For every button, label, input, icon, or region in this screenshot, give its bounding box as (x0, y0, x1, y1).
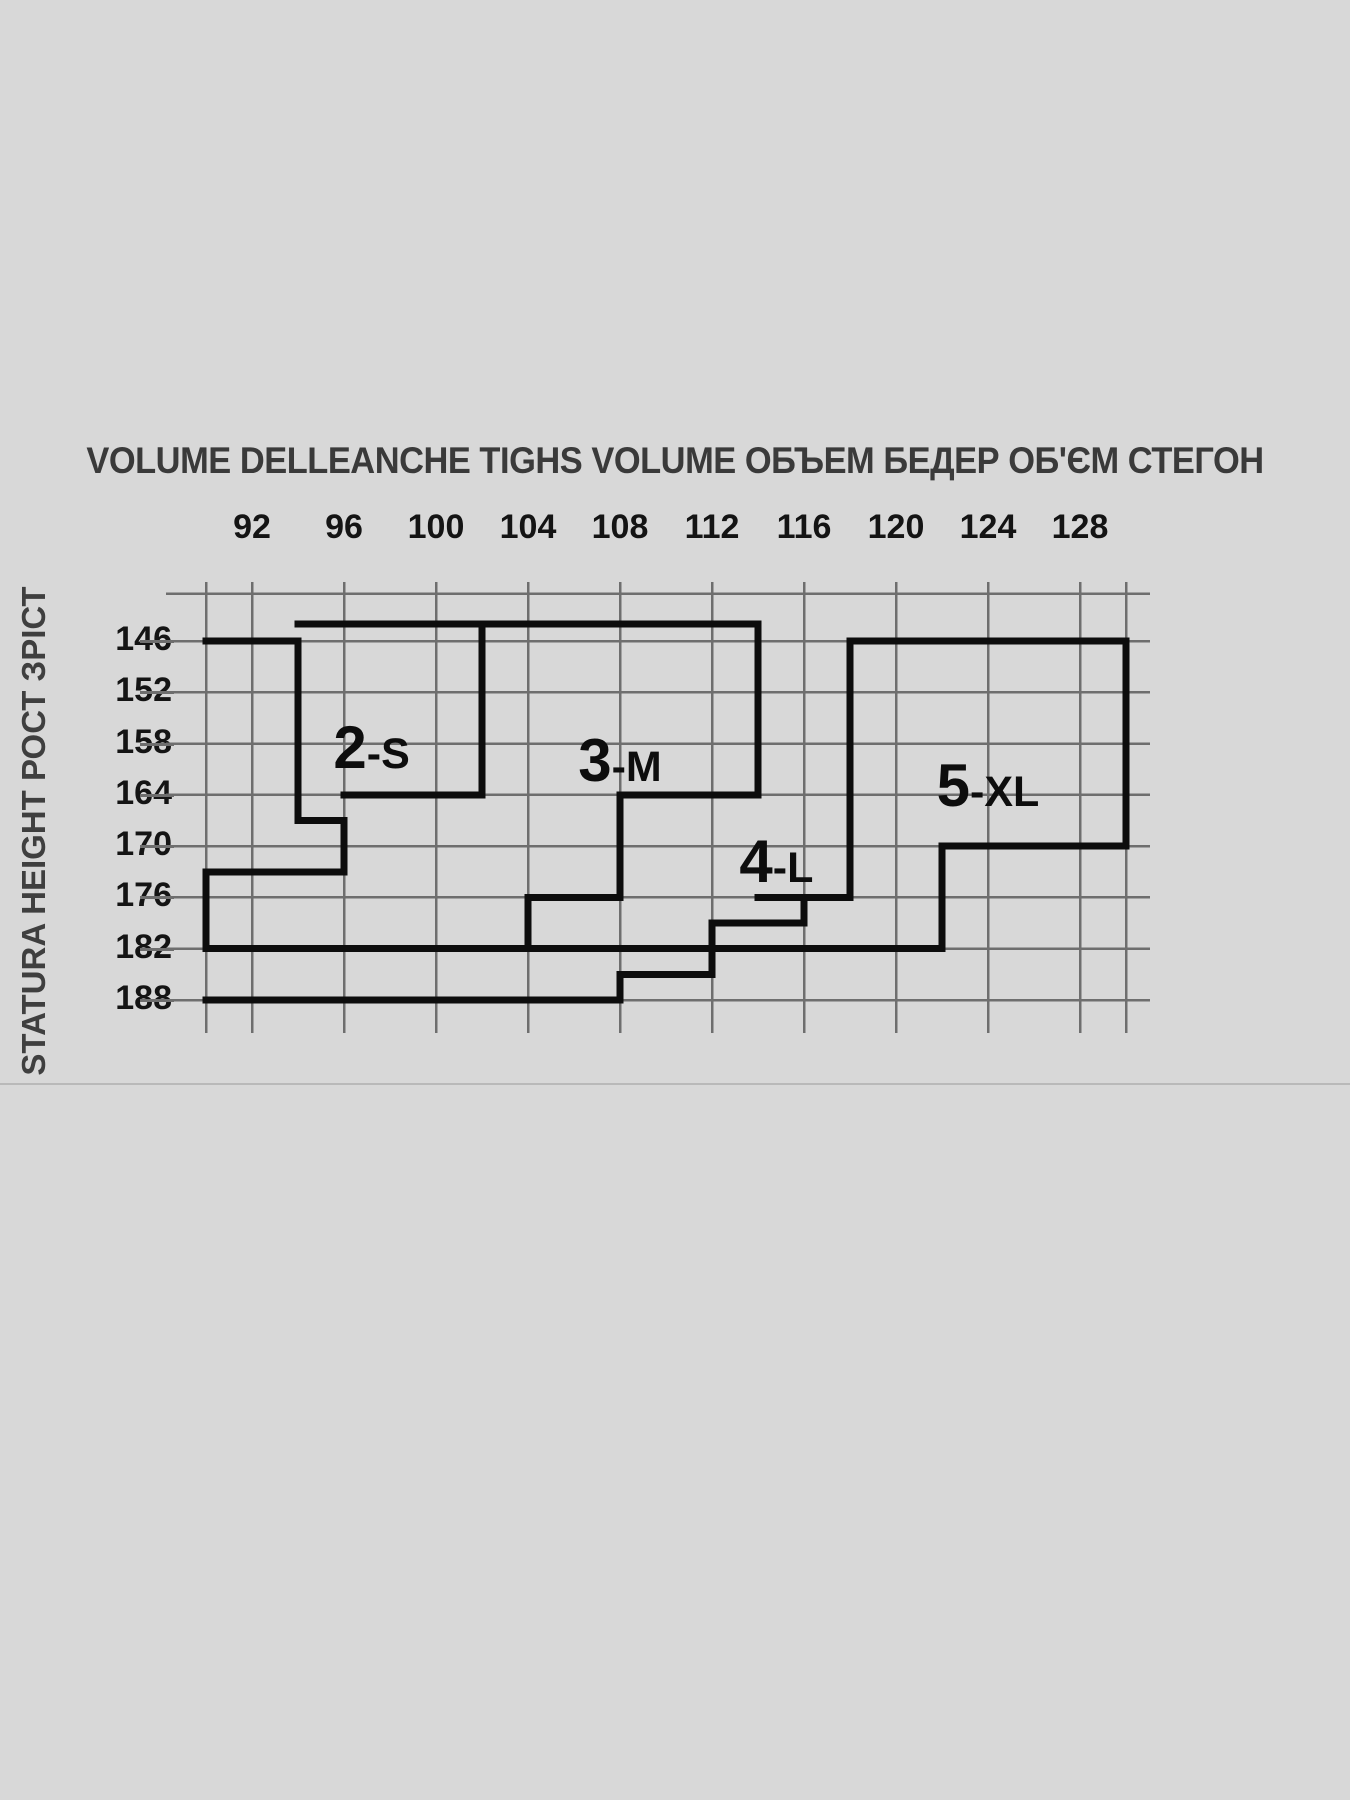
x-tick-label: 112 (684, 508, 740, 546)
y-tick-label: 176 (115, 876, 172, 915)
x-tick-label: 128 (1051, 508, 1109, 546)
x-tick-label: 92 (233, 508, 271, 546)
size-region-outline-5xl (754, 637, 1130, 953)
size-number: 4 (739, 827, 773, 895)
y-tick-label: 164 (115, 773, 172, 812)
size-number: 5 (936, 752, 971, 820)
y-tick-mark (140, 845, 174, 849)
bottom-divider (0, 1083, 1350, 1085)
y-tick-mark (140, 640, 174, 643)
size-region-outline-2s (294, 620, 486, 799)
size-letter: -S (366, 729, 410, 778)
size-letter: -L (772, 843, 814, 892)
y-tick-label: 182 (115, 927, 172, 966)
chart-header-title: VOLUME DELLEANCHE TIGHS VOLUME ОБЪЕМ БЕД… (86, 440, 1264, 481)
size-letter: -XL (970, 768, 1040, 817)
y-tick-label: 152 (115, 671, 172, 710)
y-tick-label: 146 (115, 620, 172, 658)
size-region-label-2s: 2-S (333, 717, 410, 778)
size-number: 2 (333, 713, 367, 781)
y-tick-mark (140, 896, 174, 900)
size-number: 3 (578, 726, 612, 794)
y-tick-label: 170 (115, 825, 172, 864)
x-tick-label: 104 (499, 508, 557, 546)
y-tick-label: 188 (115, 979, 172, 1017)
y-tick-mark (140, 793, 174, 797)
y-tick-mark (140, 742, 174, 746)
x-axis-ticks: 92 96 100 104 108 112 116 120 124 128 (0, 508, 1350, 554)
size-region-outline-4l (754, 637, 854, 901)
size-region-label-5xl: 5-XL (937, 756, 1040, 816)
y-tick-mark (140, 999, 174, 1002)
y-tick-mark (140, 947, 174, 951)
x-tick-label: 120 (867, 508, 925, 546)
x-tick-label: 124 (959, 508, 1017, 546)
size-region-step-2s (202, 817, 348, 876)
x-tick-label: 96 (325, 508, 363, 546)
size-letter: -M (611, 742, 662, 791)
size-region-outline-1 (202, 637, 348, 876)
size-region-step-4l (478, 893, 808, 1004)
x-tick-label: 116 (776, 508, 832, 546)
y-tick-mark (140, 691, 174, 695)
x-tick-label: 108 (591, 508, 649, 546)
y-tick-label: 158 (115, 722, 172, 761)
x-tick-label: 100 (407, 508, 465, 546)
size-region-label-3m: 3-M (578, 730, 662, 791)
size-region-outline-3m (478, 620, 762, 953)
size-region-label-4l: 4-L (739, 831, 814, 892)
